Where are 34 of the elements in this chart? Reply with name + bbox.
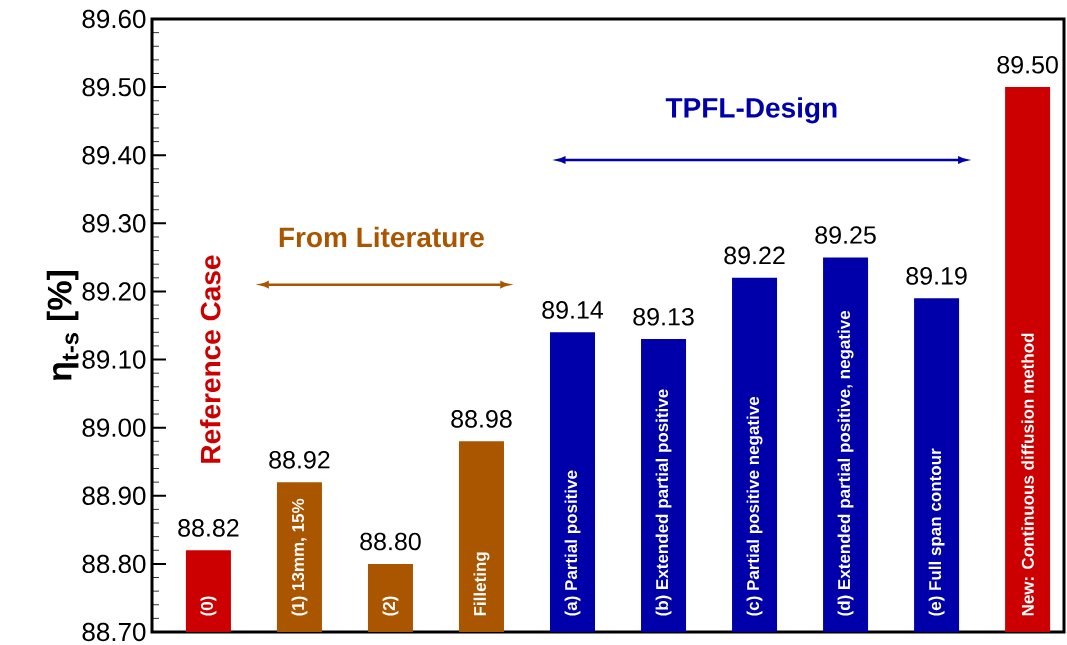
y-tick-label: 89.30: [82, 214, 146, 233]
data-label: 88.98: [451, 410, 512, 428]
y-tick-label: 89.20: [82, 282, 146, 301]
x-tick-label: (e) Full span contour: [928, 448, 945, 616]
x-tick-label: (2): [382, 596, 399, 616]
x-tick-label: New: Continuous diffusion method: [1021, 333, 1034, 616]
data-label: 88.82: [178, 519, 239, 537]
data-label: 88.80: [360, 532, 421, 551]
y-tick-label: 88.80: [82, 554, 146, 574]
x-tick-label: (0): [200, 596, 217, 616]
annotation: From Literature: [279, 226, 484, 248]
data-label: 89.13: [633, 308, 694, 326]
data-label: 89.14: [542, 301, 604, 320]
y-tick-label: 88.90: [82, 486, 146, 506]
y-tick-label: 89.60: [82, 10, 146, 29]
data-label: 89.19: [906, 267, 967, 285]
x-tick-label: Filleting: [473, 552, 490, 616]
annotation: TPFL-Design: [665, 97, 837, 124]
y-tick-label: 89.40: [82, 146, 146, 165]
x-tick-label: (c) Partial positive negative: [746, 397, 763, 616]
data-label: 89.22: [724, 246, 785, 265]
data-label: 89.50: [997, 56, 1058, 74]
annotation: Reference Case: [199, 255, 221, 463]
data-label: 88.92: [269, 451, 330, 469]
x-tick-label: (b) Extended partial positive: [655, 389, 672, 616]
y-tick-label: 89.10: [82, 350, 146, 369]
data-label: 89.25: [815, 226, 876, 245]
x-tick-label: (a) Partial positive: [564, 470, 581, 616]
y-tick-label: 89.50: [82, 78, 146, 97]
x-tick-label: (d) Extended partial positive, negative: [837, 311, 854, 616]
x-tick-label: (1) 13mm, 15%: [291, 499, 308, 616]
y-axis-title: η$_{t-s}$ [%]: [46, 271, 79, 381]
y-tick-label: 89.00: [82, 418, 146, 438]
y-tick-label: 88.70: [82, 623, 146, 642]
